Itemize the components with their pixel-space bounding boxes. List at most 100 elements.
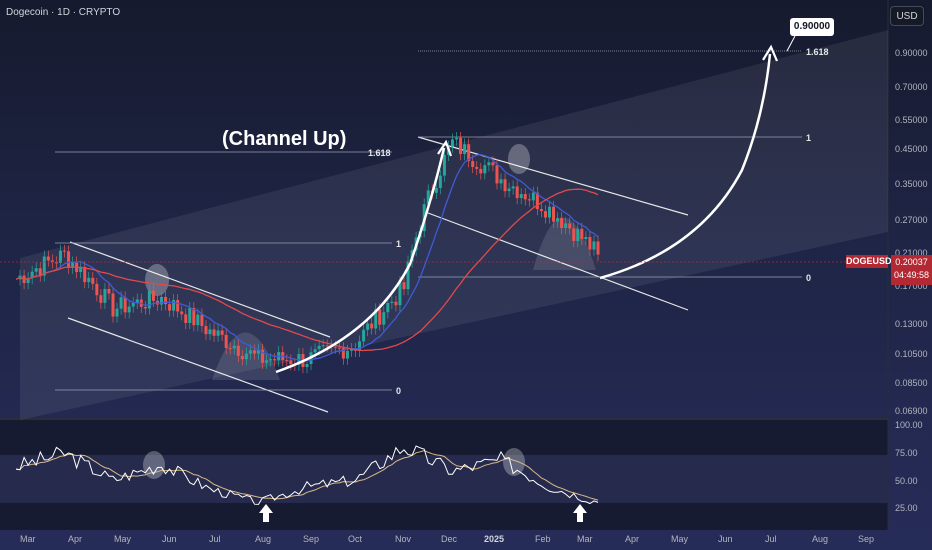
candle-body <box>305 363 309 368</box>
time-tick: May <box>671 534 689 544</box>
price-axis[interactable]: 0.90000 0.70000 0.55000 0.45000 0.35000 … <box>895 48 928 416</box>
candle-body <box>378 309 382 325</box>
time-tick: Jun <box>162 534 177 544</box>
candle-body <box>192 307 196 326</box>
channel-up-band <box>20 30 888 420</box>
candle-body <box>269 359 273 361</box>
rsi-axis[interactable]: 100.00 75.00 50.00 25.00 <box>895 420 923 513</box>
candle-body <box>398 282 402 306</box>
candle-body <box>475 166 479 169</box>
rsi-ma-line <box>15 449 599 501</box>
candle-body <box>527 199 531 201</box>
candle-body <box>111 293 115 317</box>
candle-body <box>374 309 378 329</box>
rsi-up-arrow-1 <box>259 504 273 522</box>
candle-body <box>596 241 600 255</box>
time-tick: 2025 <box>484 534 504 544</box>
fib-label-right-1618: 1.618 <box>806 47 829 57</box>
target-price-callout: 0.90000 <box>790 18 834 36</box>
fib-label-right-0: 0 <box>806 273 811 283</box>
candle-body <box>483 165 487 174</box>
highlight-circle-2 <box>508 144 530 174</box>
candle-body <box>479 168 483 174</box>
candle-body <box>176 300 180 312</box>
candle-body <box>572 228 576 242</box>
projection-arrow <box>599 53 772 280</box>
channel-up-annotation: (Channel Up) <box>222 128 347 150</box>
candle-body <box>560 218 564 228</box>
candle-body <box>438 175 442 188</box>
candle-body <box>143 306 147 309</box>
candle-body <box>584 236 588 239</box>
candle-body <box>208 329 212 335</box>
candle-body <box>216 330 220 336</box>
candle-body <box>168 304 172 311</box>
candle-body <box>531 192 535 201</box>
symbol-label: DOGEUSD <box>846 255 892 268</box>
candle-body <box>196 314 200 326</box>
ma-slow-line <box>15 188 599 352</box>
candle-body <box>119 297 123 309</box>
fib-label-left-1: 1 <box>396 239 401 249</box>
candle-body <box>511 186 515 189</box>
currency-button[interactable]: USD <box>890 6 924 26</box>
rsi-band <box>0 455 888 503</box>
candle-body <box>30 271 34 279</box>
candle-body <box>317 345 321 350</box>
candle-body <box>220 330 224 335</box>
candle-body <box>442 154 446 176</box>
channel-down-2-bottom <box>427 212 689 311</box>
candle-body <box>224 334 228 349</box>
candle-body <box>313 349 317 353</box>
time-tick: Jul <box>209 534 221 544</box>
price-tick: 0.27000 <box>895 215 928 225</box>
candle-body <box>434 187 438 193</box>
candle-body <box>576 228 580 242</box>
rsi-highlight-2 <box>503 448 525 476</box>
candle-body <box>333 346 337 348</box>
time-tick: Jul <box>765 534 777 544</box>
candle-body <box>50 260 54 263</box>
candle-body <box>503 179 507 192</box>
rsi-tick: 100.00 <box>895 420 923 430</box>
price-tick: 0.08500 <box>895 378 928 388</box>
price-tick: 0.35000 <box>895 179 928 189</box>
candle-body <box>115 308 119 317</box>
candle-body <box>370 323 374 329</box>
candle-body <box>487 162 491 166</box>
candle-body <box>135 299 139 303</box>
highlight-arc-2 <box>533 217 596 270</box>
time-tick: Jun <box>718 534 733 544</box>
time-tick: Mar <box>577 534 593 544</box>
candle-body <box>463 144 467 155</box>
candle-body <box>42 256 46 276</box>
candle-body <box>592 241 596 250</box>
candle-body <box>321 345 325 347</box>
time-tick: Sep <box>303 534 319 544</box>
channel-down-1-bottom <box>67 317 329 413</box>
price-tick: 0.45000 <box>895 144 928 154</box>
candle-body <box>107 288 111 294</box>
candle-body <box>123 297 127 313</box>
price-tick: 0.17000 <box>895 281 928 291</box>
time-tick: Mar <box>20 534 36 544</box>
rally-arrow-1-head <box>437 139 453 157</box>
candle-body <box>38 268 42 276</box>
time-tick: Nov <box>395 534 412 544</box>
candle-body <box>588 236 592 250</box>
candle-body <box>180 311 184 315</box>
candle-body <box>261 349 265 363</box>
price-tick: 0.90000 <box>895 48 928 58</box>
time-tick: Sep <box>858 534 874 544</box>
candle-body <box>83 266 87 283</box>
candle-body <box>99 295 103 303</box>
bar-countdown: 04:49:58 <box>893 270 930 280</box>
chart-title: Dogecoin · 1D · CRYPTO <box>6 7 121 18</box>
candle-body <box>345 350 349 359</box>
price-tick: 0.13000 <box>895 319 928 329</box>
time-tick: Dec <box>441 534 458 544</box>
rsi-up-arrow-2 <box>573 504 587 522</box>
time-axis[interactable]: Mar Apr May Jun Jul Aug Sep Oct Nov Dec … <box>20 534 874 544</box>
candle-body <box>467 144 471 162</box>
